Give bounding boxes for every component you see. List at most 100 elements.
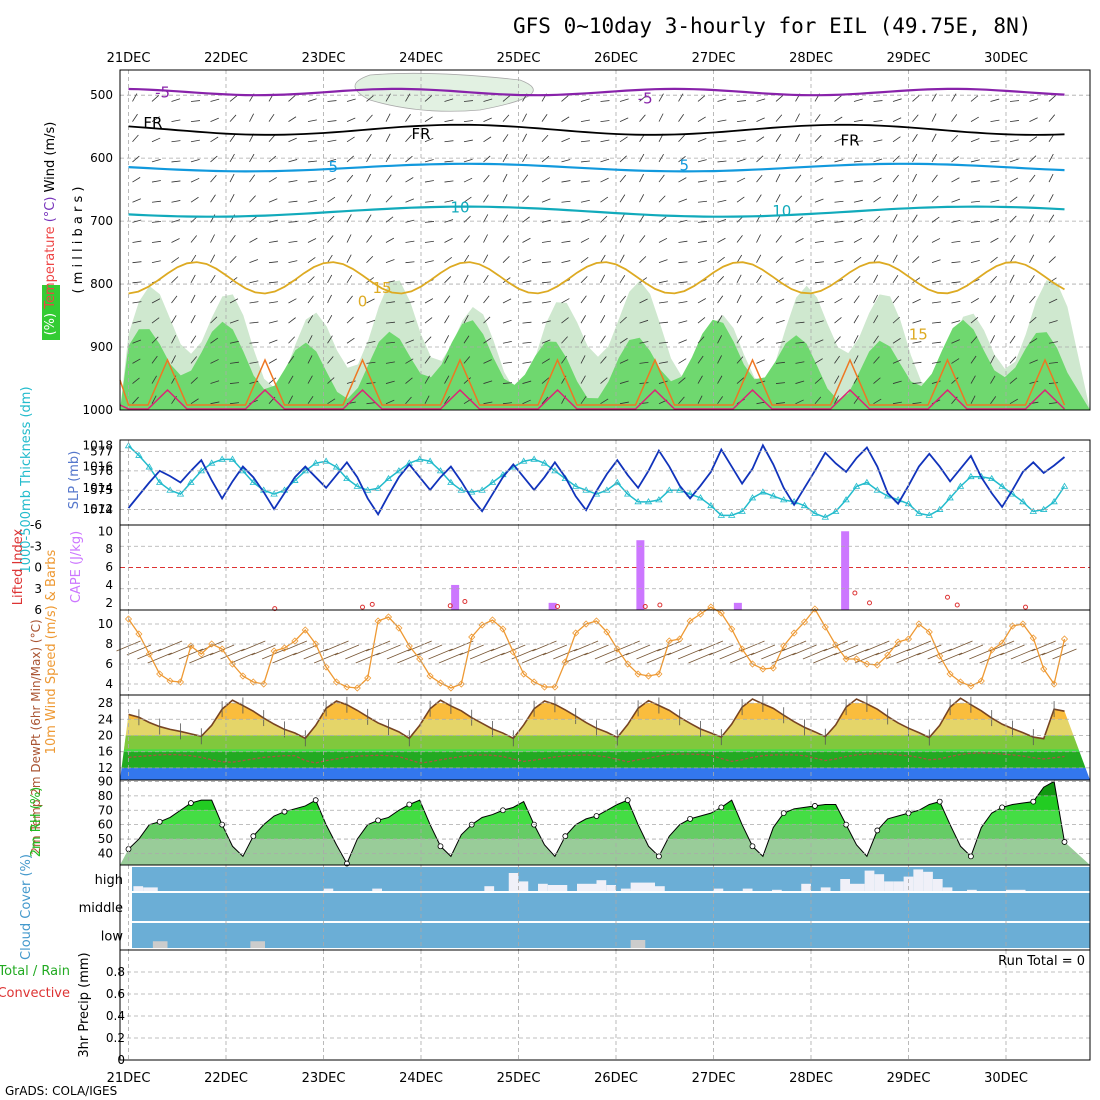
wind-barb xyxy=(912,341,922,344)
wind-barb xyxy=(171,335,177,344)
thickness-point xyxy=(842,496,850,503)
wind-barb xyxy=(1048,173,1054,183)
wind-speed-point xyxy=(280,644,289,652)
wind-barb xyxy=(1009,377,1018,384)
wind-speed-point xyxy=(696,610,705,618)
wind-barb xyxy=(853,335,859,344)
wind-barb xyxy=(327,254,333,263)
wind-barb xyxy=(190,100,200,102)
date-label-top: 22DEC xyxy=(204,51,248,66)
rh-fill-upper xyxy=(354,72,534,112)
wind-speed-point xyxy=(936,652,944,660)
wind-barb xyxy=(892,214,898,223)
wind-barb xyxy=(327,177,336,183)
wind-barb xyxy=(853,315,859,324)
thickness-tick: 574 xyxy=(90,503,113,517)
wind-barb xyxy=(307,257,316,263)
wind-barb xyxy=(678,320,688,324)
wind-speed-point xyxy=(655,670,663,678)
wind-barb xyxy=(483,254,489,263)
cape-tick: 8 xyxy=(105,542,113,556)
wind-barb xyxy=(132,358,141,364)
thickness-point xyxy=(145,463,154,470)
wind-speed-point xyxy=(218,645,226,653)
wind-speed-point xyxy=(676,635,684,643)
thickness-tick: 576 xyxy=(90,464,113,478)
wind-barb xyxy=(424,159,434,163)
wind-speed-point xyxy=(884,651,892,659)
wind-barb xyxy=(678,301,688,304)
wind-barb xyxy=(756,234,761,243)
wind-barb xyxy=(814,358,823,364)
wind-barb xyxy=(600,100,610,102)
wind-speed-point xyxy=(551,683,559,691)
rh-point xyxy=(874,827,881,834)
wind-barb xyxy=(795,380,805,384)
wind-barb xyxy=(697,95,706,102)
wind-barb xyxy=(463,294,469,304)
wind-barb-10m xyxy=(833,644,859,656)
wind-barb xyxy=(307,160,317,163)
wind-barb xyxy=(190,294,196,304)
cloud-high-block xyxy=(903,876,914,891)
wind-barb xyxy=(970,116,979,122)
wind-barb xyxy=(775,153,781,163)
thickness-point xyxy=(769,492,778,499)
wind-barb xyxy=(697,137,707,143)
wind-barb xyxy=(1009,158,1019,163)
wind-barb xyxy=(405,93,411,102)
wind-barb xyxy=(717,180,727,183)
wind-barb xyxy=(970,336,978,344)
wind-barb-10m xyxy=(1021,652,1046,664)
wind-barb xyxy=(951,261,961,264)
wind-barb xyxy=(795,301,805,304)
wind-barb xyxy=(151,158,161,163)
wind-barb xyxy=(522,301,532,304)
wind-speed-point xyxy=(239,672,247,680)
wind-barb xyxy=(346,174,354,183)
thickness-point xyxy=(207,459,216,466)
wind-barb xyxy=(931,259,941,264)
wind-barb xyxy=(795,154,801,163)
wind-barb xyxy=(580,375,586,384)
slp-ylabel: SLP (mb) xyxy=(67,451,82,510)
thickness-point xyxy=(946,494,954,501)
cloud-high-block xyxy=(874,874,885,891)
wind-barb xyxy=(834,298,843,304)
cloud-high-block xyxy=(913,869,924,891)
wind-barb xyxy=(502,114,510,122)
wind-barb xyxy=(795,321,805,324)
wind-barb-10m xyxy=(657,640,682,652)
wind-barb xyxy=(775,361,785,364)
wind-barb xyxy=(736,196,745,203)
wind-barb-10m xyxy=(1031,640,1056,652)
wind-barb xyxy=(892,234,898,243)
wind-barb xyxy=(912,114,919,122)
upper-air-frame xyxy=(119,69,1091,411)
wind-barb xyxy=(775,277,784,284)
wind-barb xyxy=(327,294,332,304)
wind-barb xyxy=(483,316,491,324)
wind-barb xyxy=(307,219,317,223)
wind-barb xyxy=(951,219,961,223)
thickness-point xyxy=(915,509,923,516)
wind-barb xyxy=(795,280,805,284)
wind-barb xyxy=(483,174,490,183)
wind-barb xyxy=(912,194,918,203)
cloud-high-block xyxy=(820,887,831,891)
date-label-bottom: 23DEC xyxy=(302,1071,346,1086)
wind-barb xyxy=(522,133,528,142)
cloud-high-block xyxy=(577,883,597,891)
thickness-point xyxy=(675,486,684,493)
lifted-ylabel: Lifted Index xyxy=(11,528,26,605)
wind-barb xyxy=(132,339,142,344)
wind-barb xyxy=(502,95,511,102)
wind-barb xyxy=(288,375,294,384)
wind-barb xyxy=(834,138,843,143)
wind-barb xyxy=(756,380,766,384)
wind-barb xyxy=(931,361,941,364)
wind-barb xyxy=(151,240,161,243)
wind-barb xyxy=(385,133,391,142)
thickness-point xyxy=(540,459,549,466)
thickness-point xyxy=(603,486,611,493)
